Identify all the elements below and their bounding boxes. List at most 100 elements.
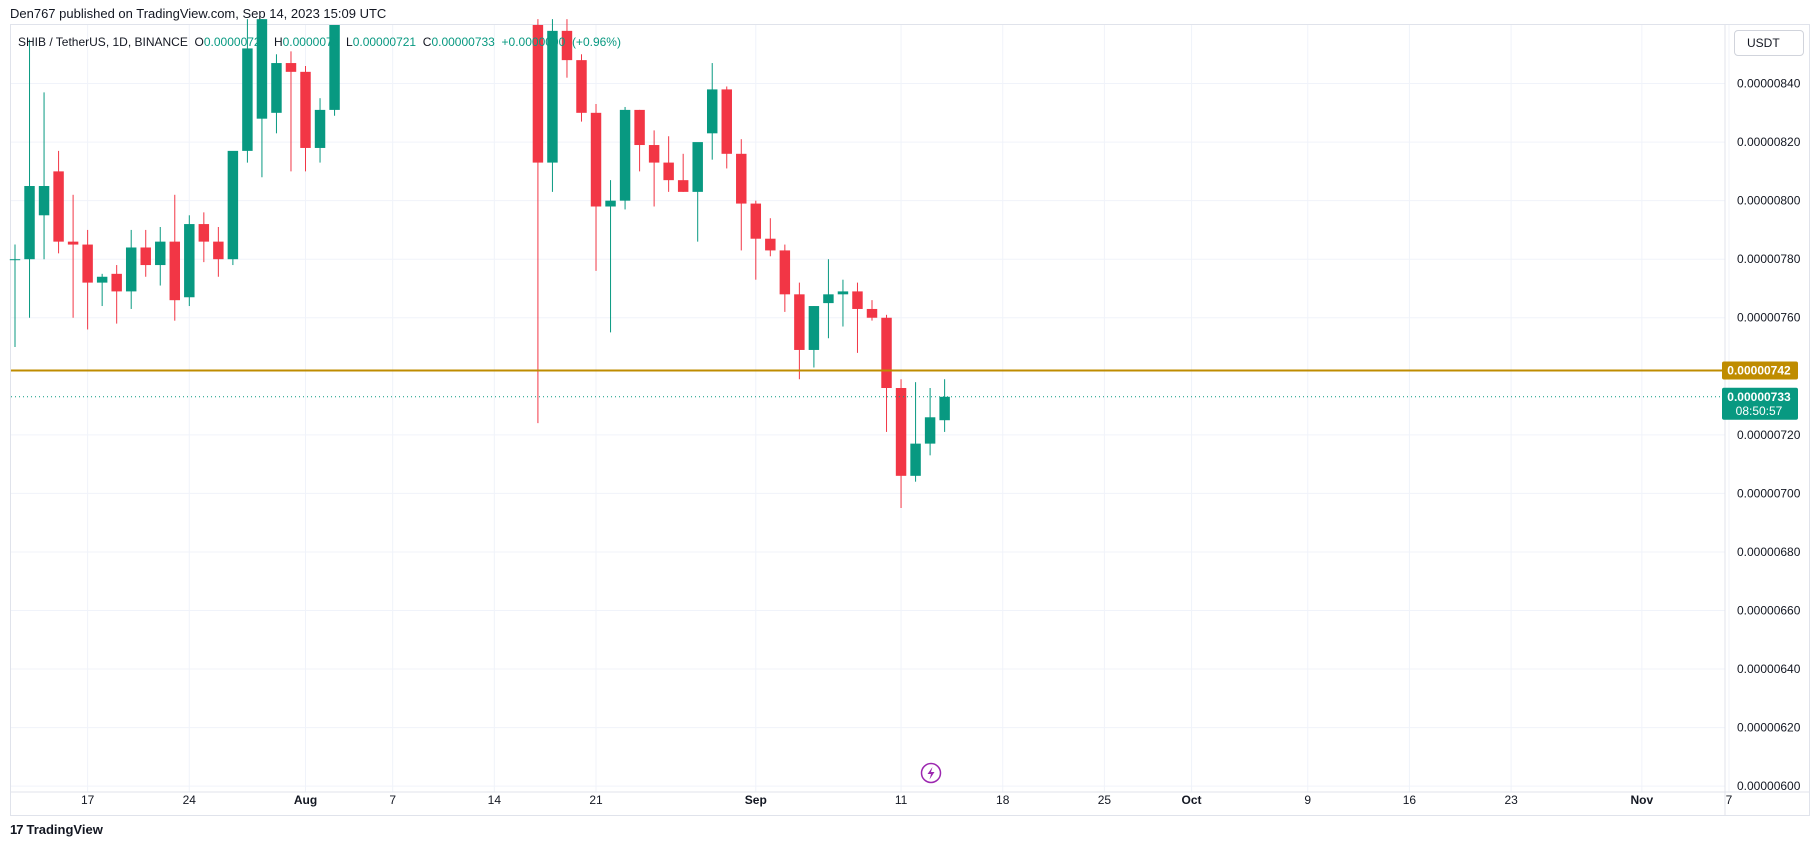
candle-body xyxy=(67,241,79,245)
candle-body xyxy=(677,180,689,192)
candle-body xyxy=(706,89,718,134)
candle-body xyxy=(619,109,631,201)
published-caption: Den767 published on TradingView.com, Sep… xyxy=(10,6,387,21)
candle-body xyxy=(576,60,587,113)
chart-frame xyxy=(10,24,1810,816)
candle-body xyxy=(866,308,878,318)
candle xyxy=(576,54,587,122)
candle-body xyxy=(837,291,849,295)
candle xyxy=(808,306,820,368)
price-tick-label: 0.00000680 xyxy=(1737,545,1801,559)
candle xyxy=(111,265,122,324)
currency-button[interactable]: USDT xyxy=(1734,30,1804,56)
time-tick-label: Sep xyxy=(745,793,767,807)
lightning-icon[interactable] xyxy=(920,762,942,784)
legend-low-value: 0.00000721 xyxy=(352,35,417,49)
candle xyxy=(924,388,936,456)
time-tick-label: Aug xyxy=(294,793,317,807)
candle xyxy=(866,300,878,321)
candle-body xyxy=(155,241,166,266)
candle xyxy=(837,279,849,327)
candle-body xyxy=(140,247,151,266)
time-tick-label: Oct xyxy=(1182,793,1202,807)
time-tick-label: 23 xyxy=(1504,793,1518,807)
candle-body xyxy=(910,443,921,476)
legend-high-label: H xyxy=(273,35,283,49)
candle xyxy=(300,65,311,172)
last-price-label: 0.00000733 xyxy=(1727,390,1791,404)
candle xyxy=(213,226,224,277)
legend-change-pct: (+0.96%) xyxy=(571,35,621,49)
candle-body xyxy=(881,317,892,389)
time-tick-label: 7 xyxy=(1726,793,1733,807)
legend-symbol[interactable]: SHIB / TetherUS, 1D, BINANCE xyxy=(18,35,188,49)
candle xyxy=(285,51,297,172)
time-tick-label: 14 xyxy=(488,793,502,807)
candle-body xyxy=(256,19,268,119)
candle-body xyxy=(242,48,253,151)
candle-body xyxy=(213,241,224,260)
candle xyxy=(823,259,834,339)
price-tick-label: 0.00000840 xyxy=(1737,77,1801,91)
legend-change: +0.0000000 xyxy=(501,35,566,49)
candle-body xyxy=(561,30,573,61)
legend-close-value: 0.00000733 xyxy=(431,35,495,49)
price-tick-label: 0.00000720 xyxy=(1737,428,1801,442)
candle xyxy=(677,153,689,192)
candle xyxy=(881,314,892,432)
candle xyxy=(706,63,718,160)
candle xyxy=(895,379,907,509)
price-tick-label: 0.00000620 xyxy=(1737,721,1801,735)
ohlc-legend: SHIB / TetherUS, 1D, BINANCE O0.00000725… xyxy=(18,35,621,49)
candle xyxy=(939,379,950,432)
candle-body xyxy=(794,294,805,350)
time-tick-label: 16 xyxy=(1403,793,1417,807)
legend-high-value: 0.0000073 xyxy=(282,35,340,49)
candle-body xyxy=(547,30,558,163)
time-tick-label: 11 xyxy=(895,793,908,807)
tradingview-logo-icon: 17 xyxy=(10,822,24,837)
candle xyxy=(96,273,108,307)
candle xyxy=(125,229,137,309)
price-tick-label: 0.00000760 xyxy=(1737,311,1801,325)
candle xyxy=(24,39,35,318)
candle xyxy=(67,194,79,318)
candle-body xyxy=(605,200,616,207)
candle xyxy=(227,150,239,266)
candle-body xyxy=(692,142,703,192)
time-tick-label: 25 xyxy=(1098,793,1112,807)
candle-body xyxy=(779,250,791,295)
candle xyxy=(750,200,762,280)
candle-body xyxy=(96,276,108,283)
legend-open-label: O xyxy=(194,35,204,49)
candle-body xyxy=(736,153,747,204)
candle-body xyxy=(271,63,282,113)
candle-body xyxy=(590,112,602,207)
countdown-label: 08:50:57 xyxy=(1736,404,1783,418)
candle-body xyxy=(852,291,863,309)
time-axis: 17 24 Aug 7 14 21 Sep 11 18 25 Oct 9 16 23 Nov 7 xyxy=(81,793,1733,807)
time-tick-label: 21 xyxy=(589,793,603,807)
candle-body xyxy=(169,241,181,301)
candle xyxy=(242,19,253,163)
time-tick-label: Nov xyxy=(1631,793,1654,807)
candle-body xyxy=(721,89,732,154)
candle-body xyxy=(314,109,326,148)
candle xyxy=(619,106,631,210)
candle xyxy=(547,19,558,192)
time-tick-label: 17 xyxy=(81,793,95,807)
footer-brand[interactable]: 17 TradingView xyxy=(10,822,103,837)
candle xyxy=(634,109,645,172)
candle xyxy=(590,104,602,271)
candle-body xyxy=(82,244,93,283)
candle xyxy=(169,194,181,321)
last-price-tag xyxy=(1722,387,1798,420)
candle-body xyxy=(125,247,137,292)
candle-body xyxy=(808,306,820,350)
candle xyxy=(779,244,791,312)
price-tick-label: 0.00000660 xyxy=(1737,603,1801,617)
candle-body xyxy=(634,109,645,146)
candle-body xyxy=(895,388,907,476)
